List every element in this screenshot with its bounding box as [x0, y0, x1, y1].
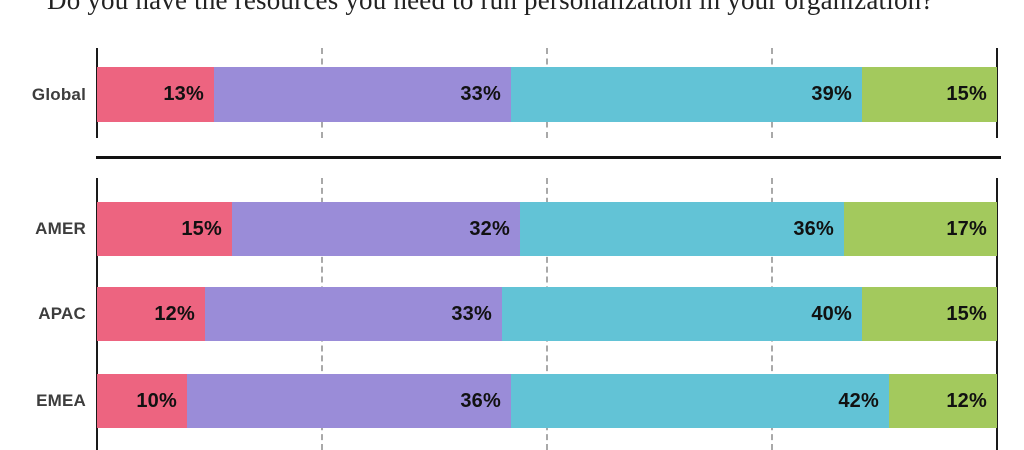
value-label: 39%	[811, 83, 852, 105]
separator-line	[96, 156, 1001, 159]
value-label: 10%	[136, 389, 177, 412]
stacked-bar-emea: 10% 36% 42% 12%	[97, 374, 997, 428]
bar-segment: 36%	[187, 374, 511, 428]
row-label-global: Global	[31, 84, 86, 104]
bar-row-global: Global 13% 33% 39% 15%	[0, 67, 997, 122]
value-label: 17%	[946, 217, 987, 240]
value-label: 36%	[460, 389, 501, 412]
chart-title: Do you have the resources you need to ru…	[47, 0, 934, 15]
bar-segment: 17%	[844, 202, 997, 256]
value-label: 13%	[163, 83, 204, 105]
bar-segment: 13%	[97, 67, 214, 122]
bar-segment: 15%	[862, 67, 997, 122]
value-label: 12%	[154, 302, 195, 325]
bar-segment: 40%	[502, 287, 862, 341]
right-axis-line	[996, 48, 998, 138]
value-label: 40%	[811, 302, 852, 325]
value-label: 42%	[838, 389, 879, 412]
bar-row-amer: AMER 15% 32% 36% 17%	[0, 202, 997, 256]
bar-segment: 15%	[97, 202, 232, 256]
bar-segment: 32%	[232, 202, 520, 256]
stacked-bar-global: 13% 33% 39% 15%	[97, 67, 997, 122]
stacked-bar-amer: 15% 32% 36% 17%	[97, 202, 997, 256]
value-label: 33%	[451, 302, 492, 325]
bar-row-emea: EMEA 10% 36% 42% 12%	[0, 374, 997, 428]
bar-segment: 39%	[511, 67, 862, 122]
value-label: 33%	[460, 83, 501, 105]
row-label-amer: AMER	[35, 219, 86, 238]
stacked-bar-apac: 12% 33% 40% 15%	[97, 287, 997, 341]
bar-segment: 33%	[205, 287, 502, 341]
value-label: 12%	[946, 389, 987, 412]
value-label: 32%	[469, 217, 510, 240]
row-label-emea: EMEA	[36, 391, 86, 410]
bar-segment: 12%	[97, 287, 205, 341]
right-axis-line	[996, 178, 998, 450]
bar-segment: 36%	[520, 202, 844, 256]
bar-segment: 15%	[862, 287, 997, 341]
row-label-apac: APAC	[38, 304, 86, 323]
bar-segment: 33%	[214, 67, 511, 122]
value-label: 36%	[793, 217, 834, 240]
value-label: 15%	[181, 217, 222, 240]
value-label: 15%	[946, 302, 987, 325]
bar-segment: 10%	[97, 374, 187, 428]
bar-segment: 42%	[511, 374, 889, 428]
bar-segment: 12%	[889, 374, 997, 428]
value-label: 15%	[946, 83, 987, 105]
bar-row-apac: APAC 12% 33% 40% 15%	[0, 287, 997, 341]
